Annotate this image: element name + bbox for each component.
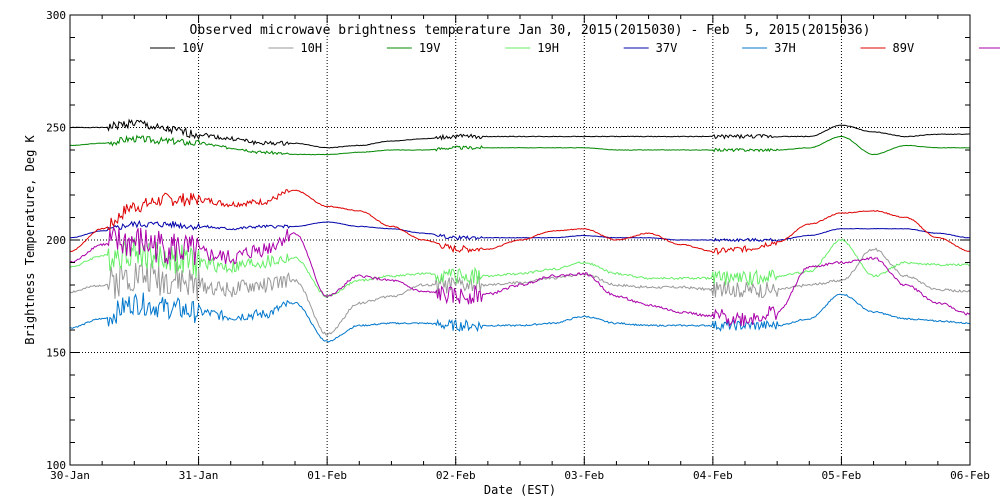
- x-axis-label: Date (EST): [484, 483, 556, 497]
- ticks: 30-Jan 31-Jan 01-Feb 02-Feb 03-Feb 04-Feb 05-F…: [46, 9, 990, 482]
- series-line-37h: [69, 292, 971, 343]
- series-line-10h: [69, 247, 971, 336]
- x-tick-label: 04-Feb: [693, 469, 733, 482]
- legend-label-19h: 19H: [537, 41, 559, 55]
- y-tick-label: 100: [46, 459, 66, 472]
- series-line-19v: [69, 134, 971, 156]
- legend-label-10h: 10H: [300, 41, 322, 55]
- x-tick-label: 01-Feb: [307, 469, 347, 482]
- x-tick-label: 30-Jan: [50, 469, 90, 482]
- series-line-19h: [69, 237, 970, 298]
- x-tick-label: 05-Feb: [822, 469, 862, 482]
- x-tick-label: 02-Feb: [436, 469, 476, 482]
- legend-label-10v: 10V: [182, 41, 204, 55]
- y-axis-label: Brightness Temperature, Deg K: [23, 134, 37, 344]
- legend-label-19v: 19V: [419, 41, 441, 55]
- y-tick-label: 250: [46, 122, 66, 135]
- legend-label-37h: 37H: [774, 41, 796, 55]
- series-line-89v: [69, 189, 971, 256]
- series-line-89h: [69, 226, 971, 327]
- series-line-10v: [69, 118, 971, 149]
- y-tick-label: 300: [46, 9, 66, 22]
- chart-title: Observed microwave brightness temperatur…: [190, 23, 871, 38]
- series-layer: [69, 118, 971, 343]
- legend: 10V10H19V19H37V37H89V89H: [150, 41, 1000, 55]
- legend-label-37v: 37V: [656, 41, 678, 55]
- series-line-37v: [69, 219, 971, 243]
- y-tick-label: 200: [46, 234, 66, 247]
- y-tick-label: 150: [46, 347, 66, 360]
- x-tick-label: 06-Feb: [950, 469, 990, 482]
- x-tick-label: 31-Jan: [179, 469, 219, 482]
- x-tick-label: 03-Feb: [564, 469, 604, 482]
- legend-label-89v: 89V: [893, 41, 915, 55]
